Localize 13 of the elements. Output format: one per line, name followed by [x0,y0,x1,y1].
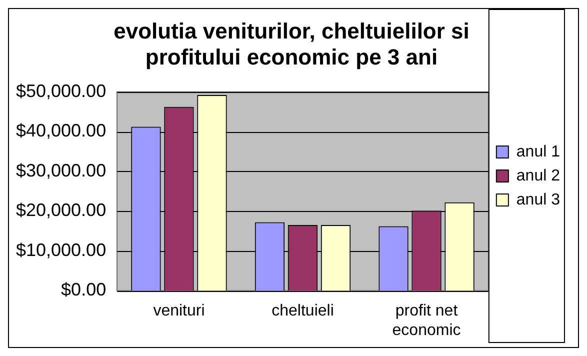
y-tick-label: $10,000.00 [16,240,106,260]
x-tick-label: cheltuieli [272,302,334,320]
legend-label: anul 3 [516,191,560,208]
legend-label: anul 2 [516,167,560,184]
y-tick-label: $20,000.00 [16,200,106,220]
y-tick-label: $0.00 [61,280,106,300]
y-tick-label: $40,000.00 [16,120,106,141]
x-tick-label: venituri [153,302,205,320]
chart-title: evolutia veniturilor, cheltuielilor si profitului economic pe 3 ani [114,18,470,70]
y-tick-label: $30,000.00 [16,160,106,180]
legend-label: anul 1 [516,143,560,160]
x-tick-label: profit net economic [392,302,461,339]
y-tick-label: $50,000.00 [16,80,106,101]
